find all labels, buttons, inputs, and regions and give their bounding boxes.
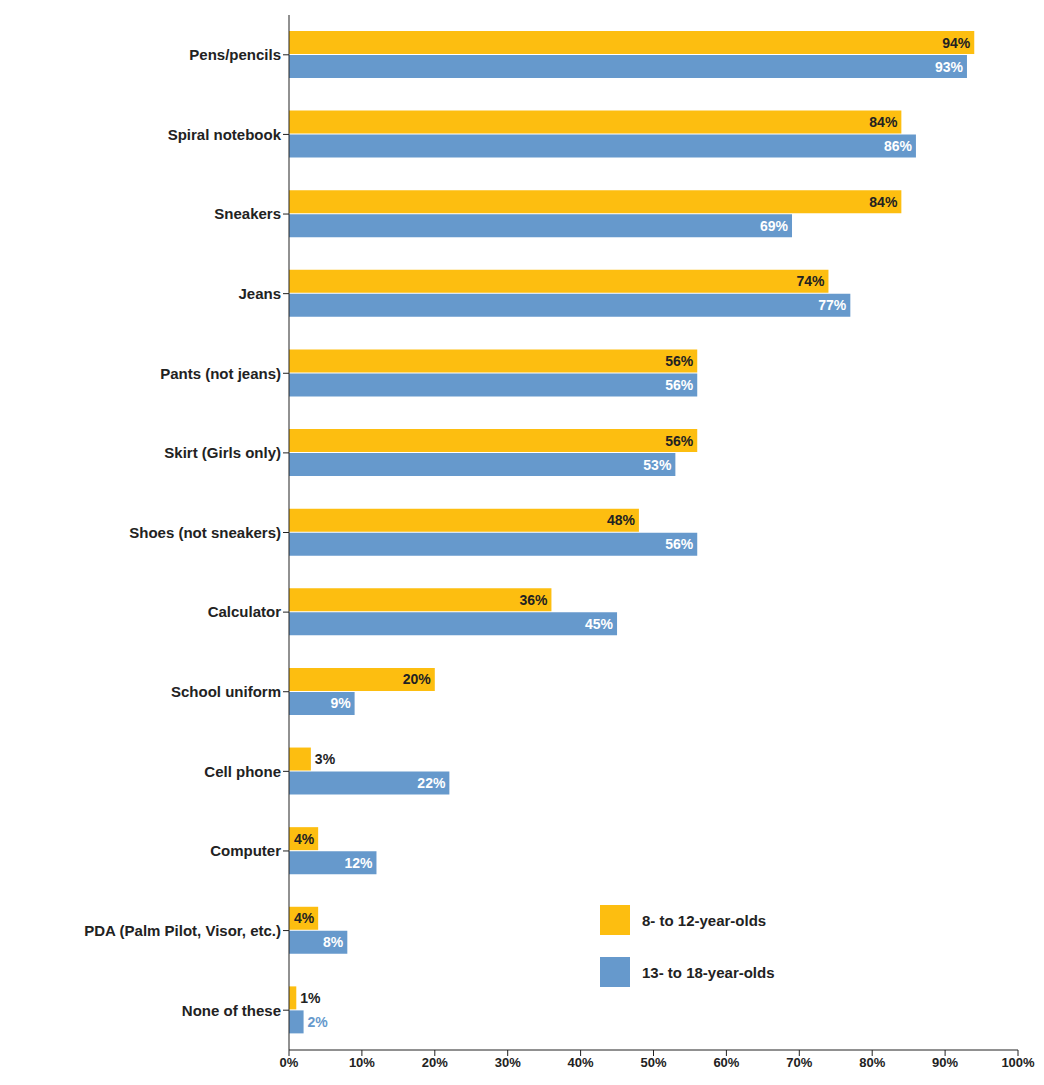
svg-text:8%: 8% (323, 934, 344, 950)
svg-text:4%: 4% (294, 831, 315, 847)
svg-text:90%: 90% (932, 1055, 958, 1070)
svg-text:Spiral notebook: Spiral notebook (168, 126, 282, 143)
svg-text:77%: 77% (818, 297, 847, 313)
svg-text:84%: 84% (869, 114, 898, 130)
svg-text:48%: 48% (607, 512, 636, 528)
svg-text:40%: 40% (568, 1055, 594, 1070)
svg-text:PDA (Palm Pilot, Visor, etc.): PDA (Palm Pilot, Visor, etc.) (84, 922, 281, 939)
svg-text:2%: 2% (308, 1014, 329, 1030)
svg-text:20%: 20% (422, 1055, 448, 1070)
svg-text:30%: 30% (495, 1055, 521, 1070)
svg-text:56%: 56% (665, 433, 694, 449)
html-text:13- to 18-year-olds: 13- to 18-year-olds (642, 963, 775, 981)
svg-text:45%: 45% (585, 616, 614, 632)
svg-text:20%: 20% (403, 671, 432, 687)
svg-text:86%: 86% (884, 138, 913, 154)
svg-text:Shoes (not sneakers): Shoes (not sneakers) (129, 524, 281, 541)
svg-text:80%: 80% (859, 1055, 885, 1070)
svg-text:0%: 0% (280, 1055, 299, 1070)
svg-text:36%: 36% (519, 592, 548, 608)
svg-text:3%: 3% (315, 751, 336, 767)
svg-text:74%: 74% (796, 273, 825, 289)
svg-text:Jeans: Jeans (238, 285, 281, 302)
svg-text:56%: 56% (665, 353, 694, 369)
svg-text:70%: 70% (786, 1055, 812, 1070)
svg-text:22%: 22% (417, 775, 446, 791)
svg-text:56%: 56% (665, 536, 694, 552)
svg-text:Pants (not jeans): Pants (not jeans) (160, 365, 281, 382)
svg-text:10%: 10% (349, 1055, 375, 1070)
svg-text:Calculator: Calculator (208, 603, 282, 620)
svg-text:56%: 56% (665, 377, 694, 393)
svg-text:Computer: Computer (210, 842, 281, 859)
html-text:8- to 12-year-olds: 8- to 12-year-olds (642, 911, 767, 929)
svg-text:Pens/pencils: Pens/pencils (189, 46, 281, 63)
svg-text:School uniform: School uniform (171, 683, 281, 700)
svg-text:12%: 12% (344, 855, 373, 871)
svg-text:60%: 60% (713, 1055, 739, 1070)
svg-text:69%: 69% (760, 218, 789, 234)
svg-text:4%: 4% (294, 910, 315, 926)
svg-text:53%: 53% (643, 457, 672, 473)
svg-text:Skirt (Girls only): Skirt (Girls only) (164, 444, 281, 461)
svg-text:9%: 9% (330, 695, 351, 711)
svg-text:100%: 100% (1001, 1055, 1035, 1070)
svg-text:None of these: None of these (182, 1002, 281, 1019)
svg-text:Sneakers: Sneakers (214, 205, 281, 222)
svg-text:1%: 1% (300, 990, 321, 1006)
svg-text:50%: 50% (640, 1055, 666, 1070)
svg-text:84%: 84% (869, 194, 898, 210)
svg-text:94%: 94% (942, 35, 971, 51)
svg-text:Cell phone: Cell phone (204, 763, 281, 780)
svg-text:93%: 93% (935, 59, 964, 75)
